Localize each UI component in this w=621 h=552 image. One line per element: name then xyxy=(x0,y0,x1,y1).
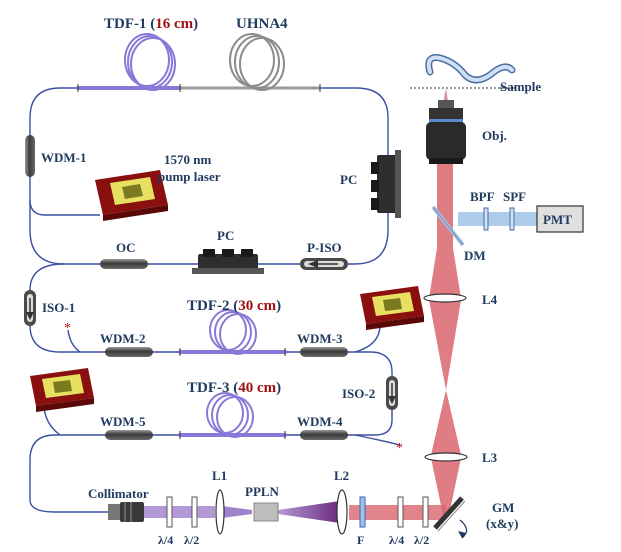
label-oc: OC xyxy=(116,240,136,255)
label-wdm4: WDM-4 xyxy=(297,414,343,429)
label-qwp1: λ/4 xyxy=(158,533,173,547)
label-ppln: PPLN xyxy=(245,484,280,499)
beam-l1-ppln xyxy=(222,506,252,518)
label-bpf: BPF xyxy=(470,189,495,204)
pc-mid-controller xyxy=(192,249,264,274)
label-wdm2: WDM-2 xyxy=(100,331,146,346)
lens-l4 xyxy=(423,293,467,303)
waveplate-qwp2 xyxy=(397,496,404,528)
label-qwp2: λ/4 xyxy=(389,533,404,547)
red-beam xyxy=(349,132,461,520)
label-uhna4: UHNA4 xyxy=(236,16,288,32)
lens-l1 xyxy=(215,489,225,535)
label-l1: L1 xyxy=(212,468,227,483)
label-wdm5: WDM-5 xyxy=(100,414,146,429)
label-pump-line1: 1570 nm xyxy=(164,152,211,167)
label-l4: L4 xyxy=(482,292,498,307)
label-tdf3: TDF-3 (40 cm) xyxy=(187,380,281,396)
label-hwp2: λ/2 xyxy=(414,533,429,547)
pump-laser-1 xyxy=(95,170,168,221)
pmt-detector xyxy=(536,205,584,233)
wdm3-coupler xyxy=(300,347,348,357)
lens-l2 xyxy=(336,489,348,535)
label-wdm1: WDM-1 xyxy=(41,150,87,165)
beam-ppln-l2 xyxy=(278,501,340,523)
label-pc-top: PC xyxy=(340,172,357,187)
pc-top-controller xyxy=(371,150,401,218)
wdm2-coupler xyxy=(105,347,153,357)
fluorescence-beam xyxy=(458,212,538,226)
splice-marks xyxy=(77,84,321,439)
wdm4-coupler xyxy=(300,430,348,440)
lens-l3 xyxy=(424,452,468,462)
iso1-isolator xyxy=(24,290,36,326)
tdf3-coil xyxy=(206,392,254,438)
pump-laser-3 xyxy=(30,368,94,412)
label-sample: Sample xyxy=(500,79,541,94)
waveplate-hwp1 xyxy=(191,496,198,528)
label-hwp1: λ/2 xyxy=(184,533,199,547)
fiber-end-star-2: * xyxy=(396,441,403,456)
spf-filter xyxy=(509,207,515,231)
label-pc-mid: PC xyxy=(217,228,234,243)
fiber-end-star-1: * xyxy=(64,321,71,336)
galvo-mirror xyxy=(433,496,468,539)
uhna4-coil xyxy=(229,33,285,91)
wdm1-coupler xyxy=(25,135,35,177)
label-pmt: PMT xyxy=(543,212,572,227)
label-iso2: ISO-2 xyxy=(342,386,375,401)
label-l2: L2 xyxy=(334,468,349,483)
label-wdm3: WDM-3 xyxy=(297,331,343,346)
label-iso1: ISO-1 xyxy=(42,300,75,315)
label-obj: Obj. xyxy=(482,128,507,143)
label-gm-xy: (x&y) xyxy=(486,516,519,531)
label-tdf2: TDF-2 (30 cm) xyxy=(187,298,281,314)
label-f: F xyxy=(357,533,364,547)
waveplate-hwp2 xyxy=(422,496,429,528)
filter-f xyxy=(359,496,366,528)
label-tdf1: TDF-1 (16 cm) xyxy=(104,16,198,32)
label-gm: GM xyxy=(492,500,514,515)
wdm5-coupler xyxy=(105,430,153,440)
bpf-filter xyxy=(483,207,489,231)
label-collimator: Collimator xyxy=(88,486,149,501)
p-iso-isolator xyxy=(300,258,348,270)
tdf2-coil xyxy=(209,309,257,355)
label-dm: DM xyxy=(464,248,486,263)
label-piso: P-ISO xyxy=(307,240,342,255)
pump-laser-2 xyxy=(360,286,424,330)
label-spf: SPF xyxy=(503,189,526,204)
waveplate-qwp1 xyxy=(166,496,173,528)
oc-coupler xyxy=(100,259,148,269)
iso2-isolator xyxy=(386,376,398,410)
ppln-crystal xyxy=(253,502,279,522)
objective-lens xyxy=(426,100,466,164)
sample-specimen xyxy=(410,54,516,89)
tdf1-coil xyxy=(124,33,176,91)
collimator xyxy=(108,502,144,522)
label-l3: L3 xyxy=(482,450,498,465)
beam-collimator-l1 xyxy=(143,506,215,518)
label-pump-line2: pump laser xyxy=(158,169,221,184)
